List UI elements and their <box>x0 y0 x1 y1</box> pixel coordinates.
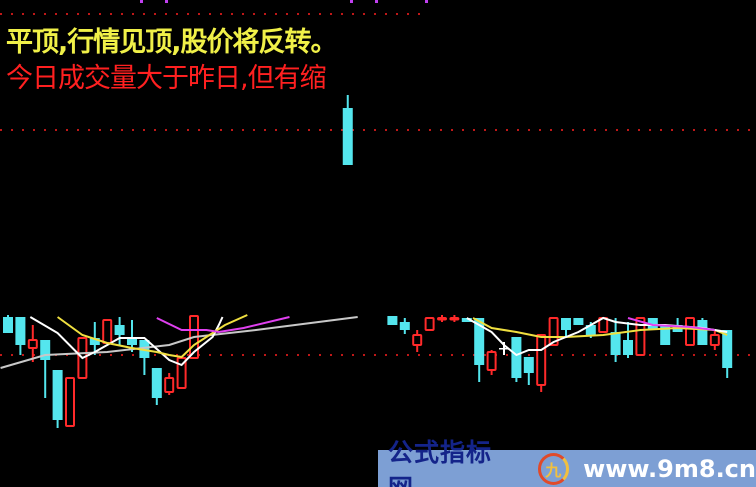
top-marker <box>375 0 378 3</box>
signal-text-volume: 今日成交量大于昨日,但有缩 <box>6 63 327 94</box>
candle-body-down <box>561 318 571 330</box>
candle-body-down <box>399 322 410 330</box>
watermark-banner: 公式指标网 九 www.9m8.cn <box>378 438 756 487</box>
watermark-brand: 公式指标网 <box>388 437 493 487</box>
candle-body-down <box>114 325 125 335</box>
candle-body-down <box>15 317 26 345</box>
candle-body-down <box>623 340 633 355</box>
candle-body-up <box>685 317 695 346</box>
watermark-logo-icon: 九 <box>537 452 570 485</box>
candle-body-up <box>27 339 38 349</box>
candle-body-up <box>164 377 175 393</box>
candle-body-down <box>40 340 51 360</box>
candle-body-down <box>573 318 584 325</box>
moving-average-line <box>627 317 715 331</box>
candle-body-up <box>486 351 497 371</box>
candle-body-down <box>523 357 534 373</box>
candle-body-down <box>610 332 621 355</box>
candle-body-up <box>65 377 75 427</box>
moving-average-line <box>156 316 290 334</box>
candle-body-down <box>697 320 708 345</box>
candle-body-up <box>437 317 447 321</box>
candle-body-up <box>536 334 547 386</box>
candle-body-up <box>709 334 720 346</box>
candle-body-up <box>102 319 113 344</box>
top-marker <box>425 0 428 3</box>
candle-body-down <box>499 348 509 350</box>
candle-body-up <box>548 317 559 346</box>
moving-average-line <box>0 316 358 369</box>
moving-average-line <box>472 317 728 338</box>
watermark-url: www.9m8.cn <box>583 454 756 483</box>
candle-body-down <box>511 337 522 378</box>
candle-body-down <box>585 325 596 335</box>
candle-body-down <box>52 370 63 420</box>
candle-body-down <box>461 318 472 322</box>
moving-average-line <box>29 316 224 367</box>
candle-body-up <box>449 317 460 321</box>
candle-body-up <box>635 317 646 356</box>
top-marker <box>350 0 353 3</box>
candle-body-up <box>412 334 423 346</box>
candle-body-down <box>89 338 100 345</box>
candle-body-down <box>722 330 733 368</box>
candle-body-down <box>342 108 353 165</box>
candle-body-down <box>151 368 162 398</box>
candle-body-down <box>387 316 398 325</box>
top-marker <box>140 0 143 3</box>
moving-average-line <box>57 314 248 359</box>
signal-text-top-pattern: 平顶,行情见顶,股价将反转。 <box>6 27 338 58</box>
top-marker <box>165 0 168 3</box>
candle-body-down <box>3 317 13 333</box>
candle-body-down <box>127 337 137 345</box>
candle-body-down <box>474 318 485 365</box>
candle-body-up <box>424 317 435 331</box>
candle-body-down <box>660 325 671 345</box>
